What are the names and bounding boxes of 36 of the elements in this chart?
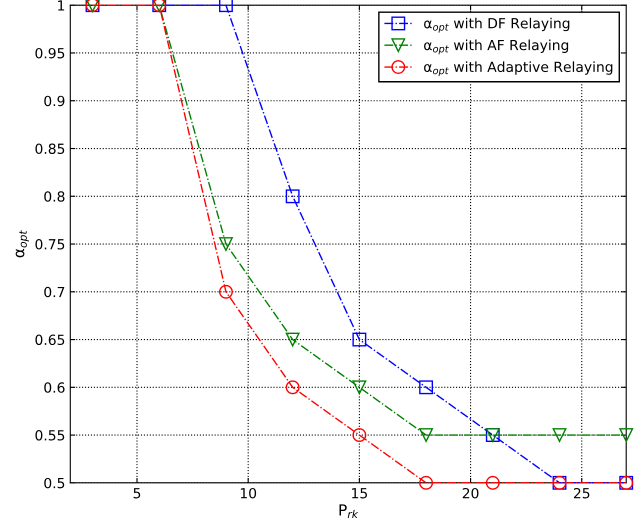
- y-tick-label: 0.9: [44, 96, 64, 106]
- x-tick-label: 25: [574, 488, 590, 498]
- y-tick-label: 0.7: [44, 286, 64, 298]
- point: [419, 380, 434, 394]
- y-tick-label: 0.6: [44, 382, 65, 393]
- point: [219, 0, 233, 12]
- y-tick-label: 0.5: [44, 478, 64, 488]
- point: [286, 189, 300, 204]
- x-axis-title: P$_{rk}$: [340, 504, 358, 518]
- point: [352, 428, 366, 442]
- x-tick-label: 20: [462, 488, 478, 498]
- legend-label: α$_{opt}$ with Adaptive Relaying: [424, 61, 612, 76]
- y-tick-label: 0.95: [35, 48, 64, 58]
- legend-label: α$_{opt}$ with DF Relaying: [424, 18, 570, 33]
- point: [352, 332, 366, 347]
- x-tick-label: 15: [352, 488, 367, 498]
- point: [286, 332, 300, 347]
- y-tick-label: 0.65: [35, 334, 64, 346]
- legend-label: α$_{opt}$ with AF Relaying: [424, 40, 568, 54]
- y-tick-label: 0.8: [44, 191, 64, 202]
- point: [286, 380, 300, 394]
- x-tick-label: 5: [134, 488, 140, 498]
- y-tick-label: 0.85: [35, 143, 64, 154]
- x-tick-label: 10: [240, 488, 256, 498]
- point: [486, 476, 500, 490]
- point: [219, 284, 233, 299]
- y-tick-label: 1: [58, 0, 64, 10]
- y-axis-title: α$_{opt}$: [16, 230, 29, 258]
- point: [419, 476, 434, 490]
- point: [552, 428, 566, 442]
- point: [352, 380, 366, 394]
- point: [619, 428, 634, 442]
- point: [419, 428, 434, 442]
- y-tick-label: 0.75: [35, 239, 64, 250]
- y-tick-label: 0.55: [35, 430, 64, 441]
- point: [219, 237, 233, 251]
